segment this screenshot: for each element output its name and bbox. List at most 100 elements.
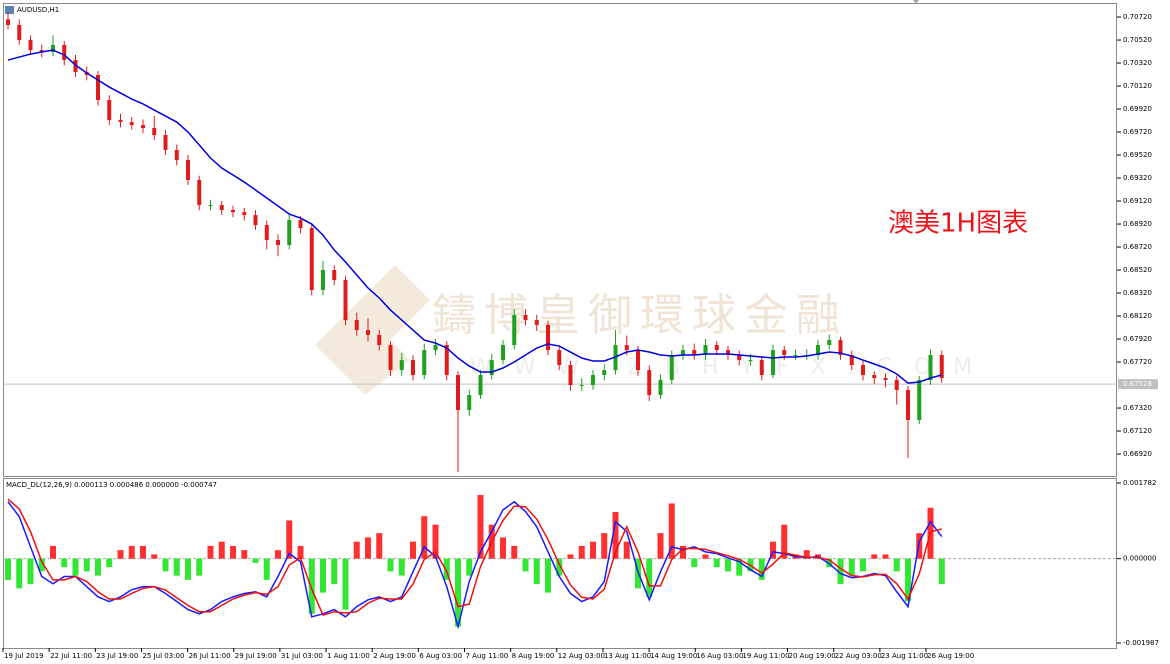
histogram-bar bbox=[308, 558, 315, 614]
y-tick-label: 0.68520 bbox=[1123, 266, 1152, 274]
histogram-bar bbox=[803, 550, 810, 559]
x-tick-label: 23 Aug 11:00 bbox=[881, 652, 928, 660]
histogram-bar bbox=[905, 558, 911, 602]
candle-body bbox=[219, 205, 224, 211]
histogram-bar bbox=[117, 550, 124, 559]
histogram-bar bbox=[871, 554, 878, 559]
y-tick-label: 0.70520 bbox=[1123, 36, 1152, 44]
candle-body bbox=[186, 159, 190, 180]
macd-title: MACD_DL(12,26,9) 0.000113 0.000486 0.000… bbox=[6, 481, 217, 489]
y-tick-label: 0.66920 bbox=[1123, 450, 1152, 458]
candle-body bbox=[726, 350, 730, 356]
candle-body bbox=[321, 270, 325, 291]
y-tick-label: 0.69920 bbox=[1123, 105, 1152, 113]
candle-body bbox=[6, 19, 10, 25]
candle-body bbox=[388, 345, 393, 371]
candle-body bbox=[636, 350, 640, 371]
candle-body bbox=[692, 350, 697, 356]
histogram-bar bbox=[286, 520, 293, 559]
last-price-box bbox=[1118, 379, 1158, 390]
histogram-bar bbox=[432, 524, 439, 559]
candle-body bbox=[276, 240, 280, 246]
y-tick-label: 0.000000 bbox=[1123, 555, 1156, 563]
candle-body bbox=[118, 120, 123, 123]
y-tick-label: 0.70720 bbox=[1123, 13, 1152, 21]
candle-body bbox=[197, 179, 202, 206]
histogram-bar bbox=[533, 558, 540, 585]
histogram-bar bbox=[657, 533, 664, 559]
macd-line bbox=[7, 500, 943, 630]
candle-body bbox=[624, 345, 629, 351]
candle-body bbox=[714, 345, 719, 351]
histogram-bar bbox=[342, 558, 349, 610]
x-tick-label: 25 Jul 03:00 bbox=[142, 652, 184, 660]
histogram-bar bbox=[477, 494, 484, 559]
histogram-bar bbox=[691, 558, 698, 568]
histogram-bar bbox=[443, 558, 450, 580]
histogram-bar bbox=[207, 545, 214, 559]
histogram-bar bbox=[680, 545, 686, 559]
histogram-bar bbox=[16, 558, 23, 589]
y-tick-label: 0.69320 bbox=[1123, 174, 1152, 182]
candle-body bbox=[39, 50, 44, 52]
candle-body bbox=[703, 345, 708, 356]
symbol-title: AUDUSD,H1 bbox=[17, 6, 59, 14]
candle-body bbox=[591, 375, 595, 386]
histogram-bar bbox=[837, 558, 844, 585]
histogram-bar bbox=[938, 558, 945, 585]
histogram-bar bbox=[263, 558, 270, 580]
histogram-bar bbox=[83, 558, 90, 572]
histogram-bar bbox=[376, 533, 383, 559]
candle-body bbox=[309, 228, 314, 291]
candle-body bbox=[816, 345, 820, 356]
histogram-bar bbox=[882, 554, 889, 559]
candle-body bbox=[107, 100, 112, 121]
candle-body bbox=[422, 350, 427, 376]
x-tick-label: 26 Aug 19:00 bbox=[927, 652, 974, 660]
histogram-bar bbox=[601, 533, 608, 559]
y-tick-label: 0.001782 bbox=[1123, 479, 1156, 487]
candle-body bbox=[557, 350, 562, 366]
histogram-bar bbox=[241, 550, 248, 559]
histogram-bar bbox=[455, 558, 461, 627]
x-tick-label: 8 Aug 19:00 bbox=[512, 652, 555, 660]
candle-body bbox=[208, 205, 213, 207]
x-tick-label: 20 Aug 19:00 bbox=[789, 652, 836, 660]
y-tick-label: 0.68320 bbox=[1123, 289, 1152, 297]
candle-body bbox=[579, 385, 584, 387]
histogram-bar bbox=[5, 558, 11, 580]
histogram-bar bbox=[173, 558, 180, 576]
histogram-bar bbox=[252, 558, 259, 563]
candle-body bbox=[894, 379, 899, 390]
histogram-bar bbox=[623, 541, 630, 559]
x-tick-label: 1 Aug 11:00 bbox=[327, 652, 370, 660]
histogram-bar bbox=[61, 558, 68, 568]
x-tick-label: 12 Aug 03:00 bbox=[558, 652, 605, 660]
candle-body bbox=[737, 355, 742, 361]
candle-body bbox=[51, 44, 55, 52]
symbol-icon bbox=[5, 6, 14, 14]
histogram-bar bbox=[38, 558, 45, 572]
histogram-bar bbox=[848, 558, 855, 576]
histogram-bar bbox=[140, 545, 146, 559]
candle-body bbox=[849, 355, 854, 366]
histogram-bar bbox=[860, 558, 866, 572]
signal-line bbox=[7, 498, 942, 617]
histogram-bar bbox=[668, 503, 675, 559]
candle-body bbox=[17, 24, 22, 41]
y-tick-label: 0.69520 bbox=[1123, 151, 1152, 159]
x-tick-label: 14 Aug 19:00 bbox=[650, 652, 697, 660]
candle-body bbox=[669, 355, 674, 380]
candle-body bbox=[253, 215, 258, 226]
candle-body bbox=[152, 128, 157, 136]
x-tick-label: 23 Jul 19:00 bbox=[96, 652, 138, 660]
histogram-bar bbox=[95, 558, 101, 576]
histogram-bar bbox=[590, 541, 596, 559]
candle-body bbox=[96, 74, 100, 101]
x-tick-label: 29 Jul 19:00 bbox=[235, 652, 277, 660]
histogram-bar bbox=[387, 558, 394, 572]
candle-body bbox=[62, 44, 67, 61]
candle-body bbox=[129, 122, 134, 126]
candle-body bbox=[298, 220, 303, 229]
